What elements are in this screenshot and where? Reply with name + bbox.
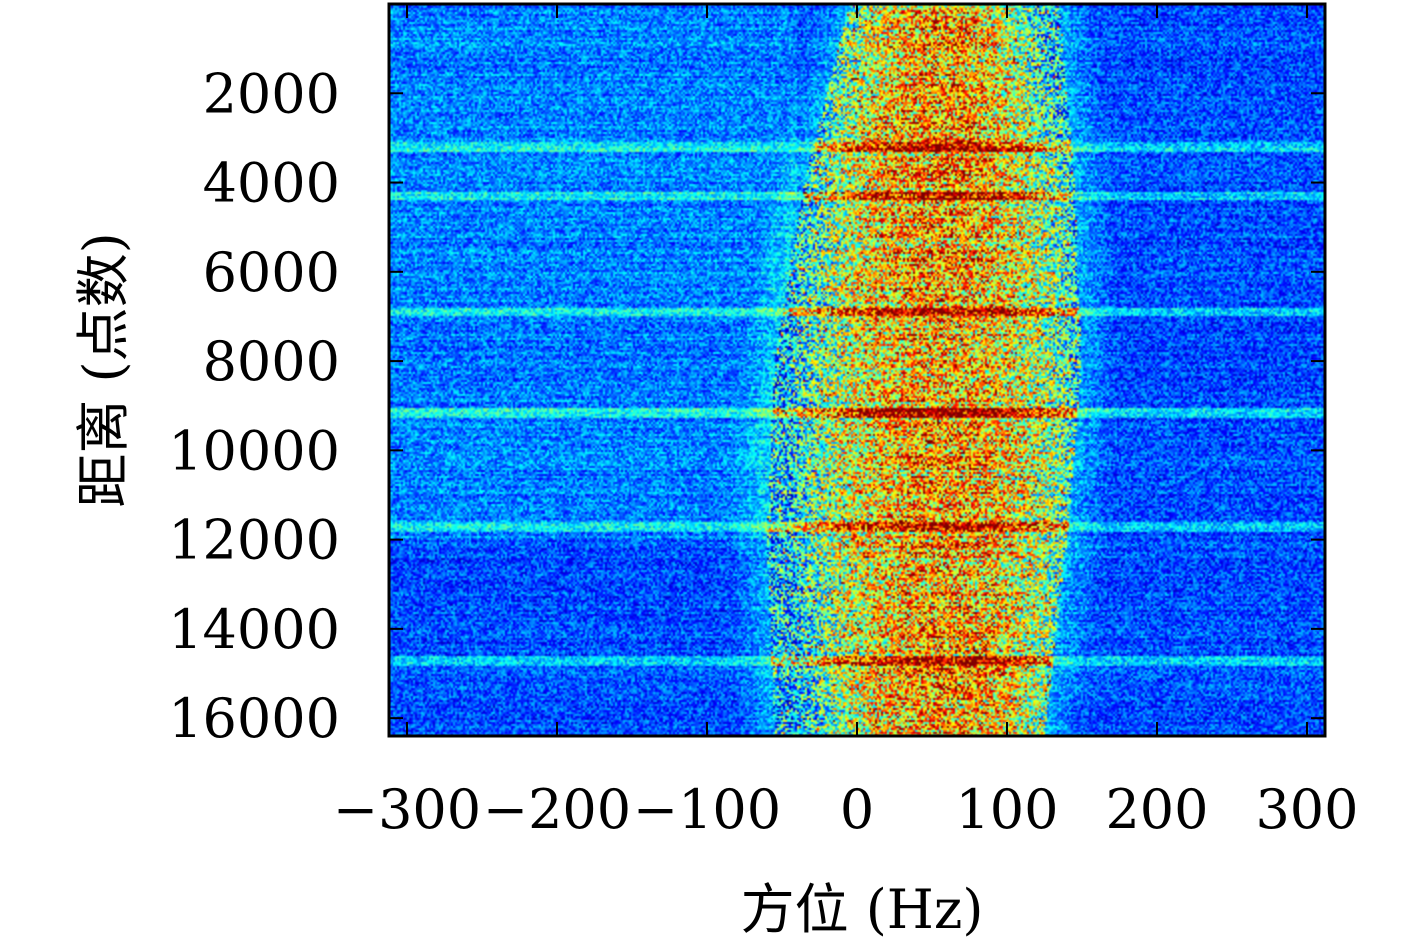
x-tick-label: 0 xyxy=(840,778,874,841)
y-tick-labels: 2000 4000 6000 8000 10000 12000 14000 16000 xyxy=(168,62,340,750)
x-tick-label: −100 xyxy=(633,778,781,841)
heatmap-image xyxy=(389,4,1325,736)
y-tick-label: 8000 xyxy=(203,330,340,393)
y-tick-label: 10000 xyxy=(168,419,340,482)
y-tick-label: 12000 xyxy=(168,509,340,572)
y-tick-label: 16000 xyxy=(168,687,340,750)
x-tick-label: 200 xyxy=(1105,778,1208,841)
tick-marks xyxy=(389,4,1325,736)
x-axis-title: 方位 (Hz) xyxy=(741,878,984,941)
x-tick-label: 100 xyxy=(955,778,1058,841)
y-tick-label: 2000 xyxy=(203,62,340,125)
y-tick-label: 4000 xyxy=(203,152,340,215)
x-tick-label: −300 xyxy=(333,778,481,841)
y-tick-label: 14000 xyxy=(168,598,340,661)
x-tick-labels: −300 −200 −100 0 100 200 300 xyxy=(333,778,1359,841)
x-tick-label: 300 xyxy=(1255,778,1358,841)
plot-frame xyxy=(387,2,1327,738)
x-tick-label: −200 xyxy=(483,778,631,841)
y-tick-label: 6000 xyxy=(203,241,340,304)
y-axis-title: 距离 (点数) xyxy=(72,232,135,507)
